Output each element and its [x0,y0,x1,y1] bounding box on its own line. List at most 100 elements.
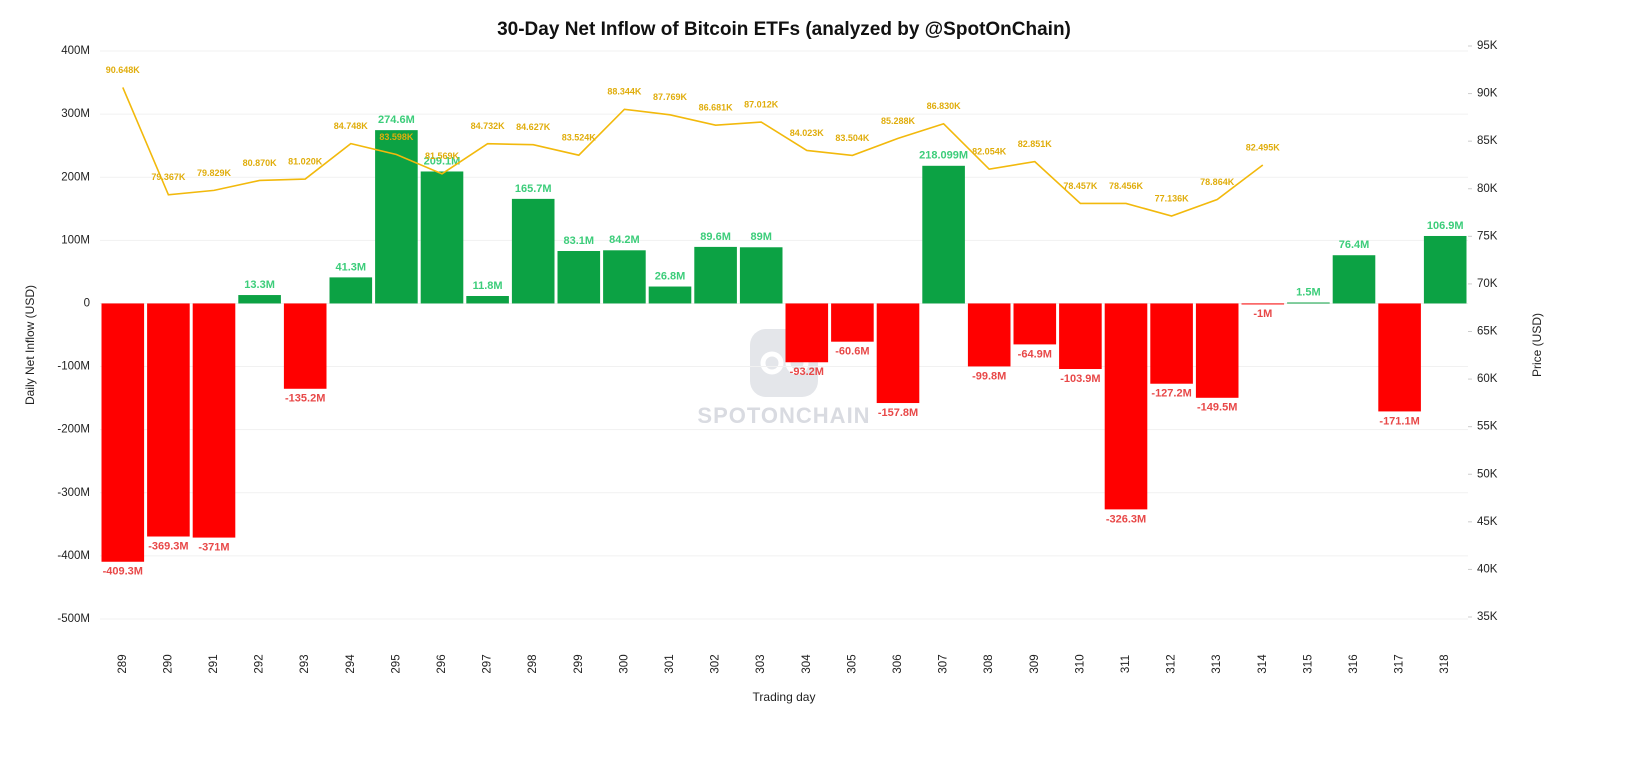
x-tick-label: 299 [573,654,585,673]
bar [739,247,783,304]
bar [147,303,190,537]
price-label: 87.012K [744,99,779,109]
x-tick-label: 316 [1348,654,1360,673]
y2-tick-label: 50K [1477,468,1498,480]
bar-value-label: -99.8M [972,370,1006,382]
y2-tick-label: 35K [1477,611,1498,623]
price-label: 84.732K [471,121,506,131]
price-line [122,87,1264,217]
y2-tick-label: 75K [1477,230,1498,242]
bar-value-label: 13.3M [244,279,275,291]
bar-value-label: 89.6M [700,231,731,243]
x-tick-label: 290 [162,654,174,673]
bar-value-label: 274.6M [378,114,415,126]
bar [1104,303,1148,510]
x-tick-label: 298 [527,654,539,673]
bar-value-label: -135.2M [285,393,325,405]
bar-value-label: -326.3M [1106,513,1146,525]
bar-value-label: 165.7M [515,183,552,195]
x-tick-label: 314 [1257,654,1269,674]
x-tick-label: 313 [1211,654,1223,673]
bar-value-label: -93.2M [790,366,824,378]
y-tick-label: 400M [61,45,90,57]
y2-axis-label: Price (USD) [1530,313,1544,377]
x-tick-label: 318 [1439,654,1451,673]
bar [375,130,418,304]
y2-tick-label: 95K [1477,40,1498,52]
price-label: 78.456K [1109,181,1144,191]
bar-value-label: 89M [750,231,771,243]
bar [1287,302,1330,304]
bar [1013,303,1057,345]
bar-value-label: -127.2M [1151,388,1191,400]
bar [1195,303,1239,398]
x-tick-label: 317 [1394,654,1406,673]
price-label: 84.627K [516,122,551,132]
y-tick-label: 100M [61,234,90,246]
bar-value-label: 83.1M [564,235,595,247]
grid [100,50,1468,620]
y2-tick-label: 60K [1477,373,1498,385]
price-label: 88.344K [607,87,642,97]
y2-tick-label: 85K [1477,135,1498,147]
price-label: 79.829K [197,168,232,178]
bar-value-label: 218.099M [919,150,968,162]
price-label: 81.020K [288,156,323,166]
x-tick-label: 304 [801,654,813,674]
y2-tick-label: 55K [1477,421,1498,433]
bar-value-label: 1.5M [1296,286,1320,298]
x-tick-label: 301 [664,654,676,673]
bar [101,303,145,562]
y-tick-label: -100M [57,361,90,373]
bar-value-label: -103.9M [1060,373,1100,385]
bar [1150,303,1193,384]
y-tick-label: -300M [57,487,90,499]
bar [557,250,601,304]
x-tick-label: 295 [390,654,402,673]
bar-value-label: -369.3M [148,540,188,552]
y2-tick-label: 45K [1477,516,1498,528]
bar [466,295,509,304]
bar-value-label: 11.8M [473,280,503,292]
price-label: 85.288K [881,116,916,126]
price-label: 86.830K [927,101,962,111]
bar-value-label: -149.5M [1197,402,1237,414]
bar-value-label: 106.9M [1427,220,1464,232]
bar-value-label: -60.6M [835,346,869,358]
bar [238,295,281,304]
bar [648,286,692,304]
x-tick-label: 315 [1302,654,1314,673]
price-label: 86.681K [699,103,734,113]
bar-value-label: -64.9M [1018,348,1052,360]
x-tick-label: 293 [299,654,311,673]
y2-tick-label: 70K [1477,278,1498,290]
x-tick-label: 312 [1166,654,1178,673]
bar-value-label: 41.3M [336,261,367,273]
price-label: 82.851K [1018,139,1053,149]
bar-value-label: -157.8M [878,407,918,419]
x-tick-label: 303 [755,654,767,673]
x-tick-label: 310 [1074,654,1086,673]
x-tick-label: 302 [710,654,722,673]
price-label: 90.648K [106,65,141,75]
x-tick-label: 294 [345,654,357,674]
bar [1378,303,1421,412]
price-label: 82.495K [1246,142,1281,152]
bar-value-label: 26.8M [655,270,686,282]
bar [283,303,327,389]
price-label: 83.504K [835,133,870,143]
bar [876,303,920,404]
bar [603,250,646,304]
price-label: 78.864K [1200,177,1235,187]
x-tick-label: 305 [846,654,858,673]
chart-title: 30-Day Net Inflow of Bitcoin ETFs (analy… [497,19,1071,40]
x-tick-label: 291 [208,654,220,673]
bar-value-label: 76.4M [1339,239,1370,251]
x-tick-label: 311 [1120,655,1132,673]
y2-tick-label: 90K [1477,88,1498,100]
y-tick-label: 300M [61,108,90,120]
bar [831,303,874,342]
price-label: 84.748K [334,121,369,131]
bar [1059,303,1102,370]
